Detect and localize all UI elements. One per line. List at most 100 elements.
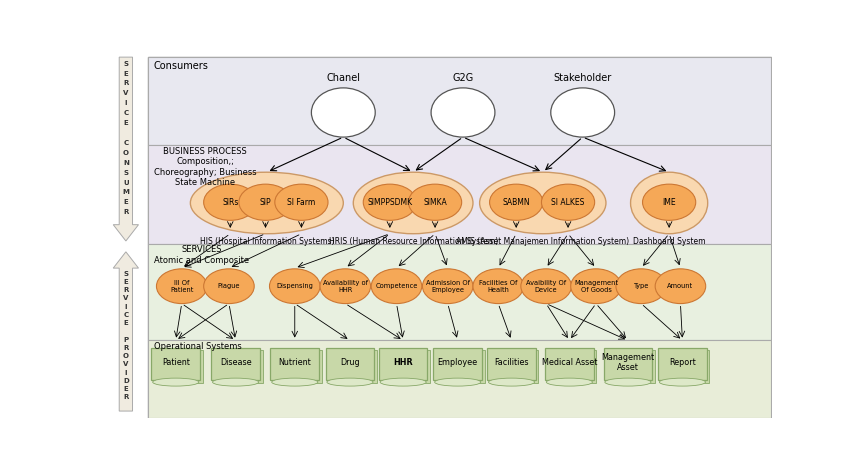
Text: AMIS (Asset Manajemen Information System): AMIS (Asset Manajemen Information System… — [456, 237, 630, 246]
FancyBboxPatch shape — [379, 348, 427, 380]
FancyBboxPatch shape — [154, 350, 202, 383]
Ellipse shape — [272, 378, 317, 386]
Text: P: P — [124, 337, 129, 343]
Text: S: S — [124, 61, 129, 67]
FancyBboxPatch shape — [436, 350, 485, 383]
Text: Admission Of
Employee: Admission Of Employee — [426, 280, 469, 293]
Text: Avaibility Of
Device: Avaibility Of Device — [526, 280, 566, 293]
FancyBboxPatch shape — [273, 350, 322, 383]
Text: V: V — [124, 361, 129, 368]
Ellipse shape — [431, 88, 495, 137]
Text: Report: Report — [669, 358, 696, 367]
Ellipse shape — [203, 184, 257, 220]
Text: R: R — [124, 394, 129, 400]
FancyBboxPatch shape — [270, 348, 319, 380]
Text: Drug: Drug — [340, 358, 360, 367]
Ellipse shape — [213, 378, 258, 386]
Text: G2G: G2G — [452, 73, 474, 83]
Text: E: E — [124, 320, 128, 326]
Ellipse shape — [547, 378, 592, 386]
FancyBboxPatch shape — [148, 145, 770, 244]
Text: Patient: Patient — [162, 358, 190, 367]
Text: Amount: Amount — [668, 283, 693, 289]
Text: E: E — [124, 386, 128, 392]
FancyBboxPatch shape — [547, 350, 596, 383]
Text: E: E — [124, 279, 128, 285]
Text: D: D — [123, 378, 129, 384]
Text: Employee: Employee — [438, 358, 478, 367]
Text: SIMKA: SIMKA — [423, 198, 447, 207]
Text: U: U — [123, 180, 129, 186]
FancyBboxPatch shape — [329, 350, 377, 383]
Text: Nutrient: Nutrient — [278, 358, 311, 367]
Ellipse shape — [660, 378, 705, 386]
Ellipse shape — [551, 88, 614, 137]
FancyBboxPatch shape — [661, 350, 710, 383]
Ellipse shape — [422, 269, 473, 304]
Ellipse shape — [203, 269, 254, 304]
Text: HHR: HHR — [393, 358, 413, 367]
Text: E: E — [124, 70, 128, 77]
Text: Management
Asset: Management Asset — [601, 353, 655, 372]
FancyBboxPatch shape — [433, 348, 482, 380]
Ellipse shape — [541, 184, 595, 220]
Ellipse shape — [153, 378, 199, 386]
FancyBboxPatch shape — [604, 348, 652, 380]
Text: SIMPPSDMK: SIMPPSDMK — [367, 198, 413, 207]
Text: C: C — [124, 110, 129, 116]
Text: SIRs: SIRs — [222, 198, 239, 207]
Ellipse shape — [372, 269, 422, 304]
Text: SIP: SIP — [260, 198, 271, 207]
Ellipse shape — [473, 269, 523, 304]
Ellipse shape — [239, 184, 292, 220]
Ellipse shape — [631, 172, 708, 234]
Ellipse shape — [353, 172, 473, 234]
Ellipse shape — [320, 269, 371, 304]
Polygon shape — [113, 57, 138, 241]
FancyBboxPatch shape — [148, 244, 770, 340]
Text: N: N — [123, 160, 129, 166]
Text: C: C — [124, 140, 129, 146]
Ellipse shape — [521, 269, 571, 304]
FancyBboxPatch shape — [607, 350, 655, 383]
Ellipse shape — [275, 184, 328, 220]
Text: I: I — [124, 100, 127, 106]
Text: O: O — [123, 150, 129, 156]
Ellipse shape — [616, 269, 667, 304]
Text: BUSINESS PROCESS
Composition,;
Choreography; Business
State Machine: BUSINESS PROCESS Composition,; Choreogra… — [154, 147, 257, 187]
FancyBboxPatch shape — [658, 348, 707, 380]
FancyBboxPatch shape — [326, 348, 374, 380]
Ellipse shape — [435, 378, 480, 386]
Ellipse shape — [327, 378, 373, 386]
Text: SI Farm: SI Farm — [287, 198, 316, 207]
Ellipse shape — [488, 378, 535, 386]
Text: V: V — [124, 295, 129, 301]
FancyBboxPatch shape — [382, 350, 430, 383]
Text: Chanel: Chanel — [326, 73, 360, 83]
Text: Dispensing: Dispensing — [276, 283, 313, 289]
Ellipse shape — [156, 269, 207, 304]
Text: Stakeholder: Stakeholder — [553, 73, 612, 83]
Text: Availability of
HHR: Availability of HHR — [323, 280, 368, 293]
FancyBboxPatch shape — [214, 350, 263, 383]
Text: M: M — [123, 189, 130, 196]
Text: Medical Asset: Medical Asset — [541, 358, 597, 367]
Text: Dashboard System: Dashboard System — [633, 237, 705, 246]
Text: C: C — [124, 312, 129, 318]
Ellipse shape — [311, 88, 375, 137]
Text: I: I — [124, 304, 127, 310]
Text: E: E — [124, 120, 128, 126]
Text: Consumers: Consumers — [154, 61, 208, 71]
Text: IME: IME — [662, 198, 676, 207]
Text: SERVICES
Atomic and Composite: SERVICES Atomic and Composite — [154, 245, 249, 265]
Ellipse shape — [571, 269, 621, 304]
Text: Type: Type — [633, 283, 649, 289]
Text: HRIS (Human Resource Information System): HRIS (Human Resource Information System) — [329, 237, 498, 246]
Text: Operational Systems: Operational Systems — [154, 342, 242, 351]
Text: Management
Of Goods: Management Of Goods — [574, 280, 618, 293]
Ellipse shape — [363, 184, 416, 220]
Text: R: R — [124, 287, 129, 293]
Text: Competence: Competence — [375, 283, 418, 289]
Ellipse shape — [643, 184, 696, 220]
Text: O: O — [123, 353, 129, 359]
